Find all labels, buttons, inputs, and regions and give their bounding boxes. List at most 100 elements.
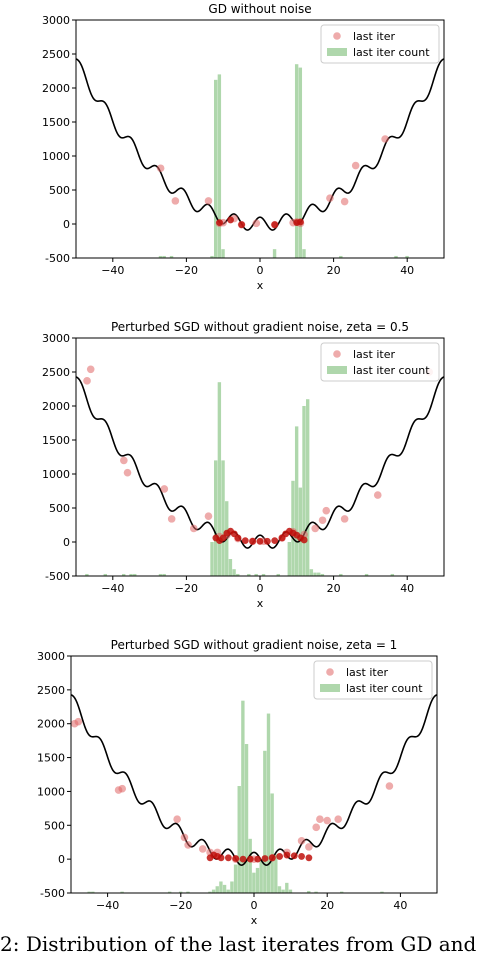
histogram-bar [222, 884, 227, 893]
legend-box [320, 24, 440, 64]
x-tick-label: −40 [101, 582, 124, 595]
chart-1: -500 0 500 1000 1500 2000 2500 3000 −40 −20 0 20 40 x… [42, 2, 445, 292]
histogram-bar [248, 838, 252, 893]
histogram-bar [85, 573, 89, 576]
histogram-bar [129, 573, 133, 576]
x-tick-label: 0 [257, 582, 264, 595]
histogram-bar [259, 859, 263, 893]
histogram-bar [314, 891, 318, 893]
x-tick-label: 40 [393, 899, 407, 912]
last-iter-point [173, 815, 181, 823]
last-iter-point-dense [217, 854, 225, 862]
histogram-bar [247, 573, 251, 576]
y-tick-label: 2000 [42, 82, 70, 95]
histogram-bar [122, 573, 126, 576]
histogram-bar [221, 249, 225, 258]
legend-marker-last-iter-count [327, 48, 347, 56]
last-iter-point-dense [249, 537, 257, 545]
last-iter-point-dense [283, 851, 291, 859]
y-tick-label: 2000 [37, 718, 65, 731]
histogram-bar [270, 793, 274, 893]
histogram-bar [317, 572, 321, 576]
last-iter-point [323, 816, 332, 825]
histogram-bar [272, 249, 277, 258]
last-iter-point-dense [219, 534, 227, 542]
last-iter-point-dense [300, 536, 308, 544]
x-tick-label: −20 [175, 264, 198, 277]
last-iter-point [86, 365, 95, 374]
last-iter-point [340, 515, 349, 523]
histogram-bar [217, 74, 222, 258]
y-tick-label: 500 [49, 184, 70, 197]
chart-title: GD without noise [208, 2, 311, 16]
histogram-bar [255, 867, 260, 893]
last-iter-point [160, 485, 169, 493]
last-iter-point [118, 784, 127, 793]
y-tick-label: 1500 [37, 752, 65, 765]
histogram-bar [120, 891, 124, 893]
last-iter-point [305, 843, 313, 851]
last-iter-point [373, 491, 382, 499]
last-iter-point-dense [271, 221, 279, 229]
legend-marker-last-iter-count [320, 684, 340, 692]
y-tick-label: -500 [45, 252, 70, 265]
histogram-bar [158, 573, 163, 576]
y-tick-label: 0 [63, 218, 70, 231]
histogram-bar [313, 572, 317, 576]
histogram-bar [364, 573, 369, 576]
histogram-bar [298, 67, 303, 258]
x-tick-label: 20 [327, 582, 341, 595]
histogram-bar [302, 406, 306, 576]
histogram-bar [281, 889, 285, 893]
histogram-bar [244, 744, 249, 893]
histogram-bar [236, 573, 240, 576]
histogram-bar [288, 889, 293, 893]
legend-marker-last-iter-count [327, 366, 347, 374]
histogram-bar [266, 713, 271, 893]
histogram-bar [169, 255, 174, 258]
histogram-bar [241, 700, 245, 893]
chart-2: -500 0 500 1000 1500 2000 2500 3000 −40 −20 0 20 40 x… [42, 320, 445, 610]
last-iter-point-dense [290, 852, 298, 860]
legend: last iter last iter count [313, 660, 433, 700]
x-tick-label: 0 [257, 264, 264, 277]
last-iter-point-dense [263, 537, 271, 545]
y-tick-label: 2000 [42, 400, 70, 413]
last-iter-point-dense [234, 534, 242, 542]
last-iter-point [167, 515, 176, 523]
legend-label-last-iter-count: last iter count [346, 682, 423, 695]
histogram-bar [390, 573, 395, 576]
x-axis-label: x [251, 914, 258, 927]
last-iter-point [316, 815, 324, 823]
histogram-bar [208, 891, 212, 893]
chart-1-plot-area [76, 58, 444, 258]
histogram-bar [294, 426, 299, 576]
histogram-bar [219, 881, 223, 893]
last-iter-point [83, 377, 91, 385]
last-iter-point [297, 837, 306, 845]
y-tick-label: 500 [49, 502, 70, 515]
histogram-bar [285, 882, 289, 893]
histogram-bar [339, 573, 343, 576]
chart-2-plot-area [76, 365, 444, 576]
histogram-bar [232, 569, 236, 576]
histogram-bar [298, 487, 303, 576]
histogram-bar [307, 890, 311, 893]
last-iter-point [311, 524, 320, 533]
figure-caption: 2: Distribution of the last iterates fro… [0, 932, 482, 956]
histogram-bar [340, 891, 344, 893]
y-tick-label: 1000 [42, 150, 70, 163]
x-tick-label: −20 [175, 582, 198, 595]
histogram-bar [214, 460, 218, 576]
y-tick-label: -500 [40, 887, 65, 900]
last-iter-point-dense [239, 855, 247, 863]
last-iter-point [204, 197, 213, 205]
last-iter-point [312, 823, 321, 832]
last-iter-point-dense [297, 218, 304, 226]
legend-label-last-iter-count: last iter count [353, 46, 430, 59]
histogram-bar [217, 382, 222, 576]
last-iter-point [252, 219, 261, 228]
histogram-bar [210, 255, 214, 258]
x-axis-label: x [257, 597, 264, 610]
